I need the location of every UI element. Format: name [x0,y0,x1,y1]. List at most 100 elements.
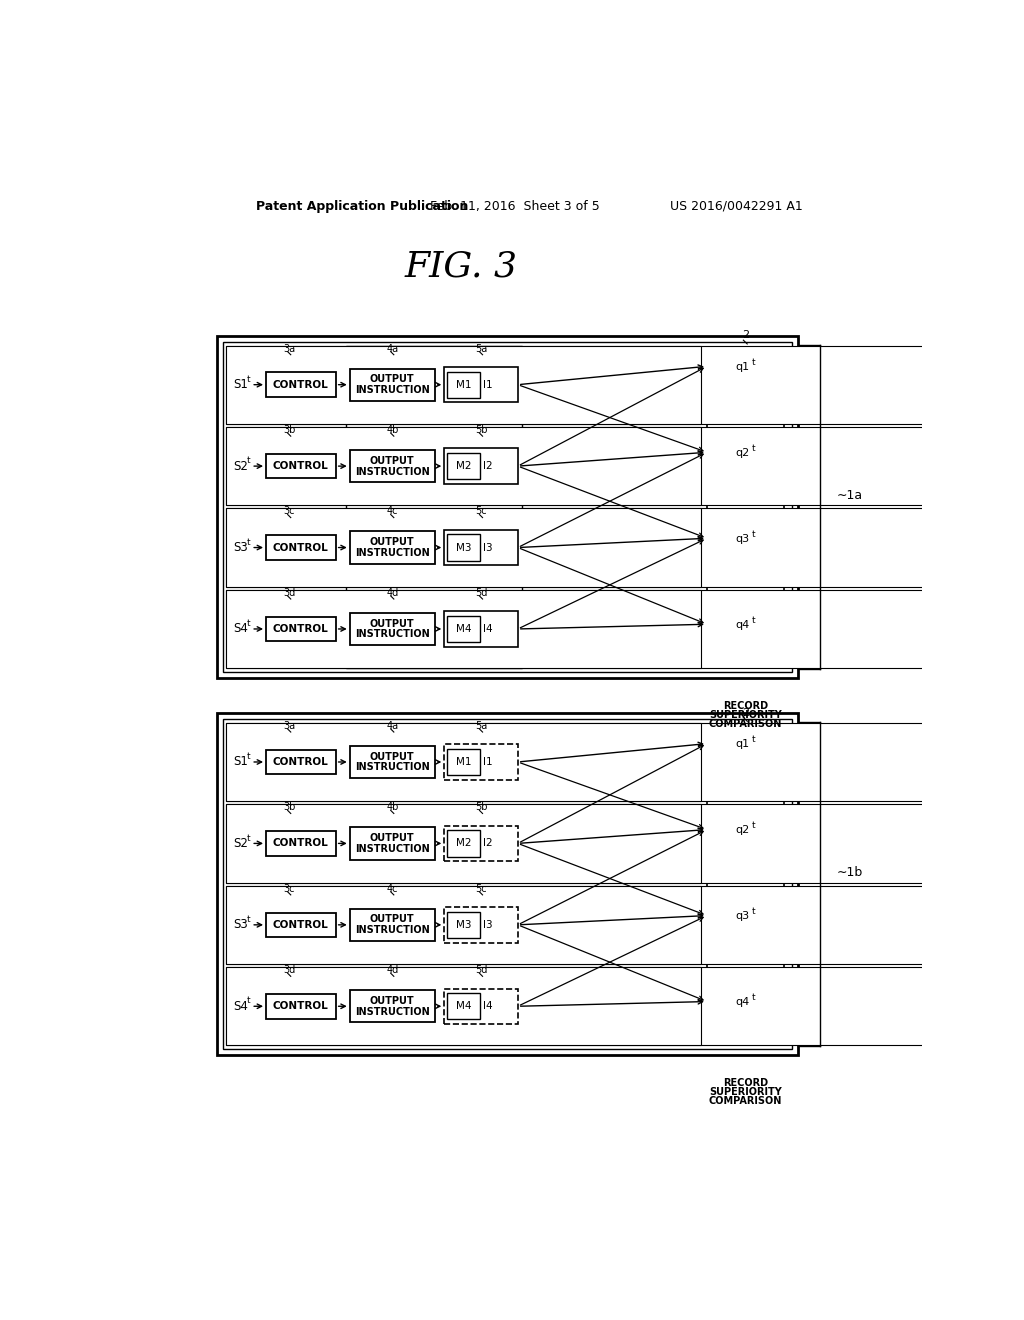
Text: I3: I3 [482,543,493,553]
Text: S2: S2 [232,837,248,850]
Bar [707,348,784,665]
Text: t: t [752,735,756,744]
Text: CONTROL: CONTROL [273,838,329,849]
Bar [444,611,518,647]
Text: 4c: 4c [386,884,398,894]
Bar [225,804,1024,883]
Bar [266,372,336,397]
Text: M3: M3 [456,543,471,553]
Text: INSTRUCTION: INSTRUCTION [355,466,430,477]
Text: INSTRUCTION: INSTRUCTION [355,385,430,395]
Text: RECORD: RECORD [723,701,768,710]
Text: t: t [752,358,756,367]
Text: M1: M1 [456,756,471,767]
Text: t: t [752,529,756,539]
Bar [349,908,435,941]
Text: M2: M2 [456,838,471,849]
Text: 3d: 3d [283,587,295,598]
Bar [225,723,1024,801]
Text: I4: I4 [482,624,493,634]
Bar [444,367,518,403]
Text: t: t [247,375,250,384]
Text: q3: q3 [735,911,750,921]
Text: SUPERIORITY: SUPERIORITY [710,710,782,719]
Bar [718,991,773,1012]
Bar [718,818,773,841]
Text: OUTPUT: OUTPUT [370,455,415,466]
Text: t: t [752,444,756,453]
Text: t: t [752,821,756,830]
Text: I1: I1 [482,380,493,389]
Text: S4: S4 [232,999,248,1012]
Text: INSTRUCTION: INSTRUCTION [355,763,430,772]
Bar [226,886,700,964]
Text: OUTPUT: OUTPUT [370,833,415,843]
Text: OUTPUT: OUTPUT [370,375,415,384]
Text: INSTRUCTION: INSTRUCTION [355,548,430,558]
Text: Feb. 11, 2016  Sheet 3 of 5: Feb. 11, 2016 Sheet 3 of 5 [430,199,600,213]
Text: t: t [247,997,250,1006]
Text: I1: I1 [482,756,493,767]
Text: M2: M2 [456,461,471,471]
Text: 4d: 4d [386,965,398,975]
Text: ∼1a: ∼1a [838,488,863,502]
Text: SUPERIORITY: SUPERIORITY [710,1088,782,1097]
Text: I2: I2 [482,838,493,849]
Bar [718,904,773,927]
Text: CONTROL: CONTROL [273,543,329,553]
Bar [226,723,700,801]
Text: t: t [247,619,250,628]
Text: q4: q4 [735,620,750,630]
Text: OUTPUT: OUTPUT [370,915,415,924]
Bar [349,828,435,859]
Bar [266,912,336,937]
Text: US 2016/0042291 A1: US 2016/0042291 A1 [671,199,803,213]
Text: 3a: 3a [284,721,295,731]
Bar [718,528,773,549]
Text: q1: q1 [735,739,750,750]
Text: RECORD: RECORD [723,1078,768,1088]
Bar [447,912,480,939]
Text: 2: 2 [742,330,750,341]
Text: t: t [247,457,250,465]
Bar [266,616,336,642]
Bar [718,355,773,378]
Text: M3: M3 [456,920,471,929]
Text: 5b: 5b [475,425,487,436]
Bar [225,968,1024,1045]
Bar [266,994,336,1019]
Text: t: t [247,752,250,762]
Text: 3d: 3d [283,965,295,975]
Bar [226,508,700,586]
Text: INSTRUCTION: INSTRUCTION [355,630,430,639]
Bar [447,535,480,561]
Text: 3b: 3b [283,425,295,436]
Bar [444,744,518,780]
Bar [346,346,521,668]
Text: S3: S3 [233,919,248,932]
Bar [718,441,773,463]
Bar [444,449,518,484]
Text: 4a: 4a [386,343,398,354]
Text: COMPARISON: COMPARISON [709,719,782,729]
Text: OUTPUT: OUTPUT [370,995,415,1006]
Text: 3b: 3b [283,803,295,812]
Text: M4: M4 [456,1002,471,1011]
Bar [349,532,435,564]
Bar [266,750,336,775]
Bar [444,989,518,1024]
Bar [266,832,336,855]
Bar [225,346,1024,424]
Bar [217,335,799,678]
Text: CONTROL: CONTROL [273,920,329,929]
Text: ∼1b: ∼1b [838,866,863,879]
Bar [718,733,773,755]
Bar [707,725,784,1043]
Text: CONTROL: CONTROL [273,1002,329,1011]
Text: M1: M1 [456,380,471,389]
Text: INSTRUCTION: INSTRUCTION [355,1007,430,1016]
Bar [349,746,435,779]
Text: t: t [752,616,756,624]
Text: M4: M4 [456,624,471,634]
Text: OUTPUT: OUTPUT [370,751,415,762]
